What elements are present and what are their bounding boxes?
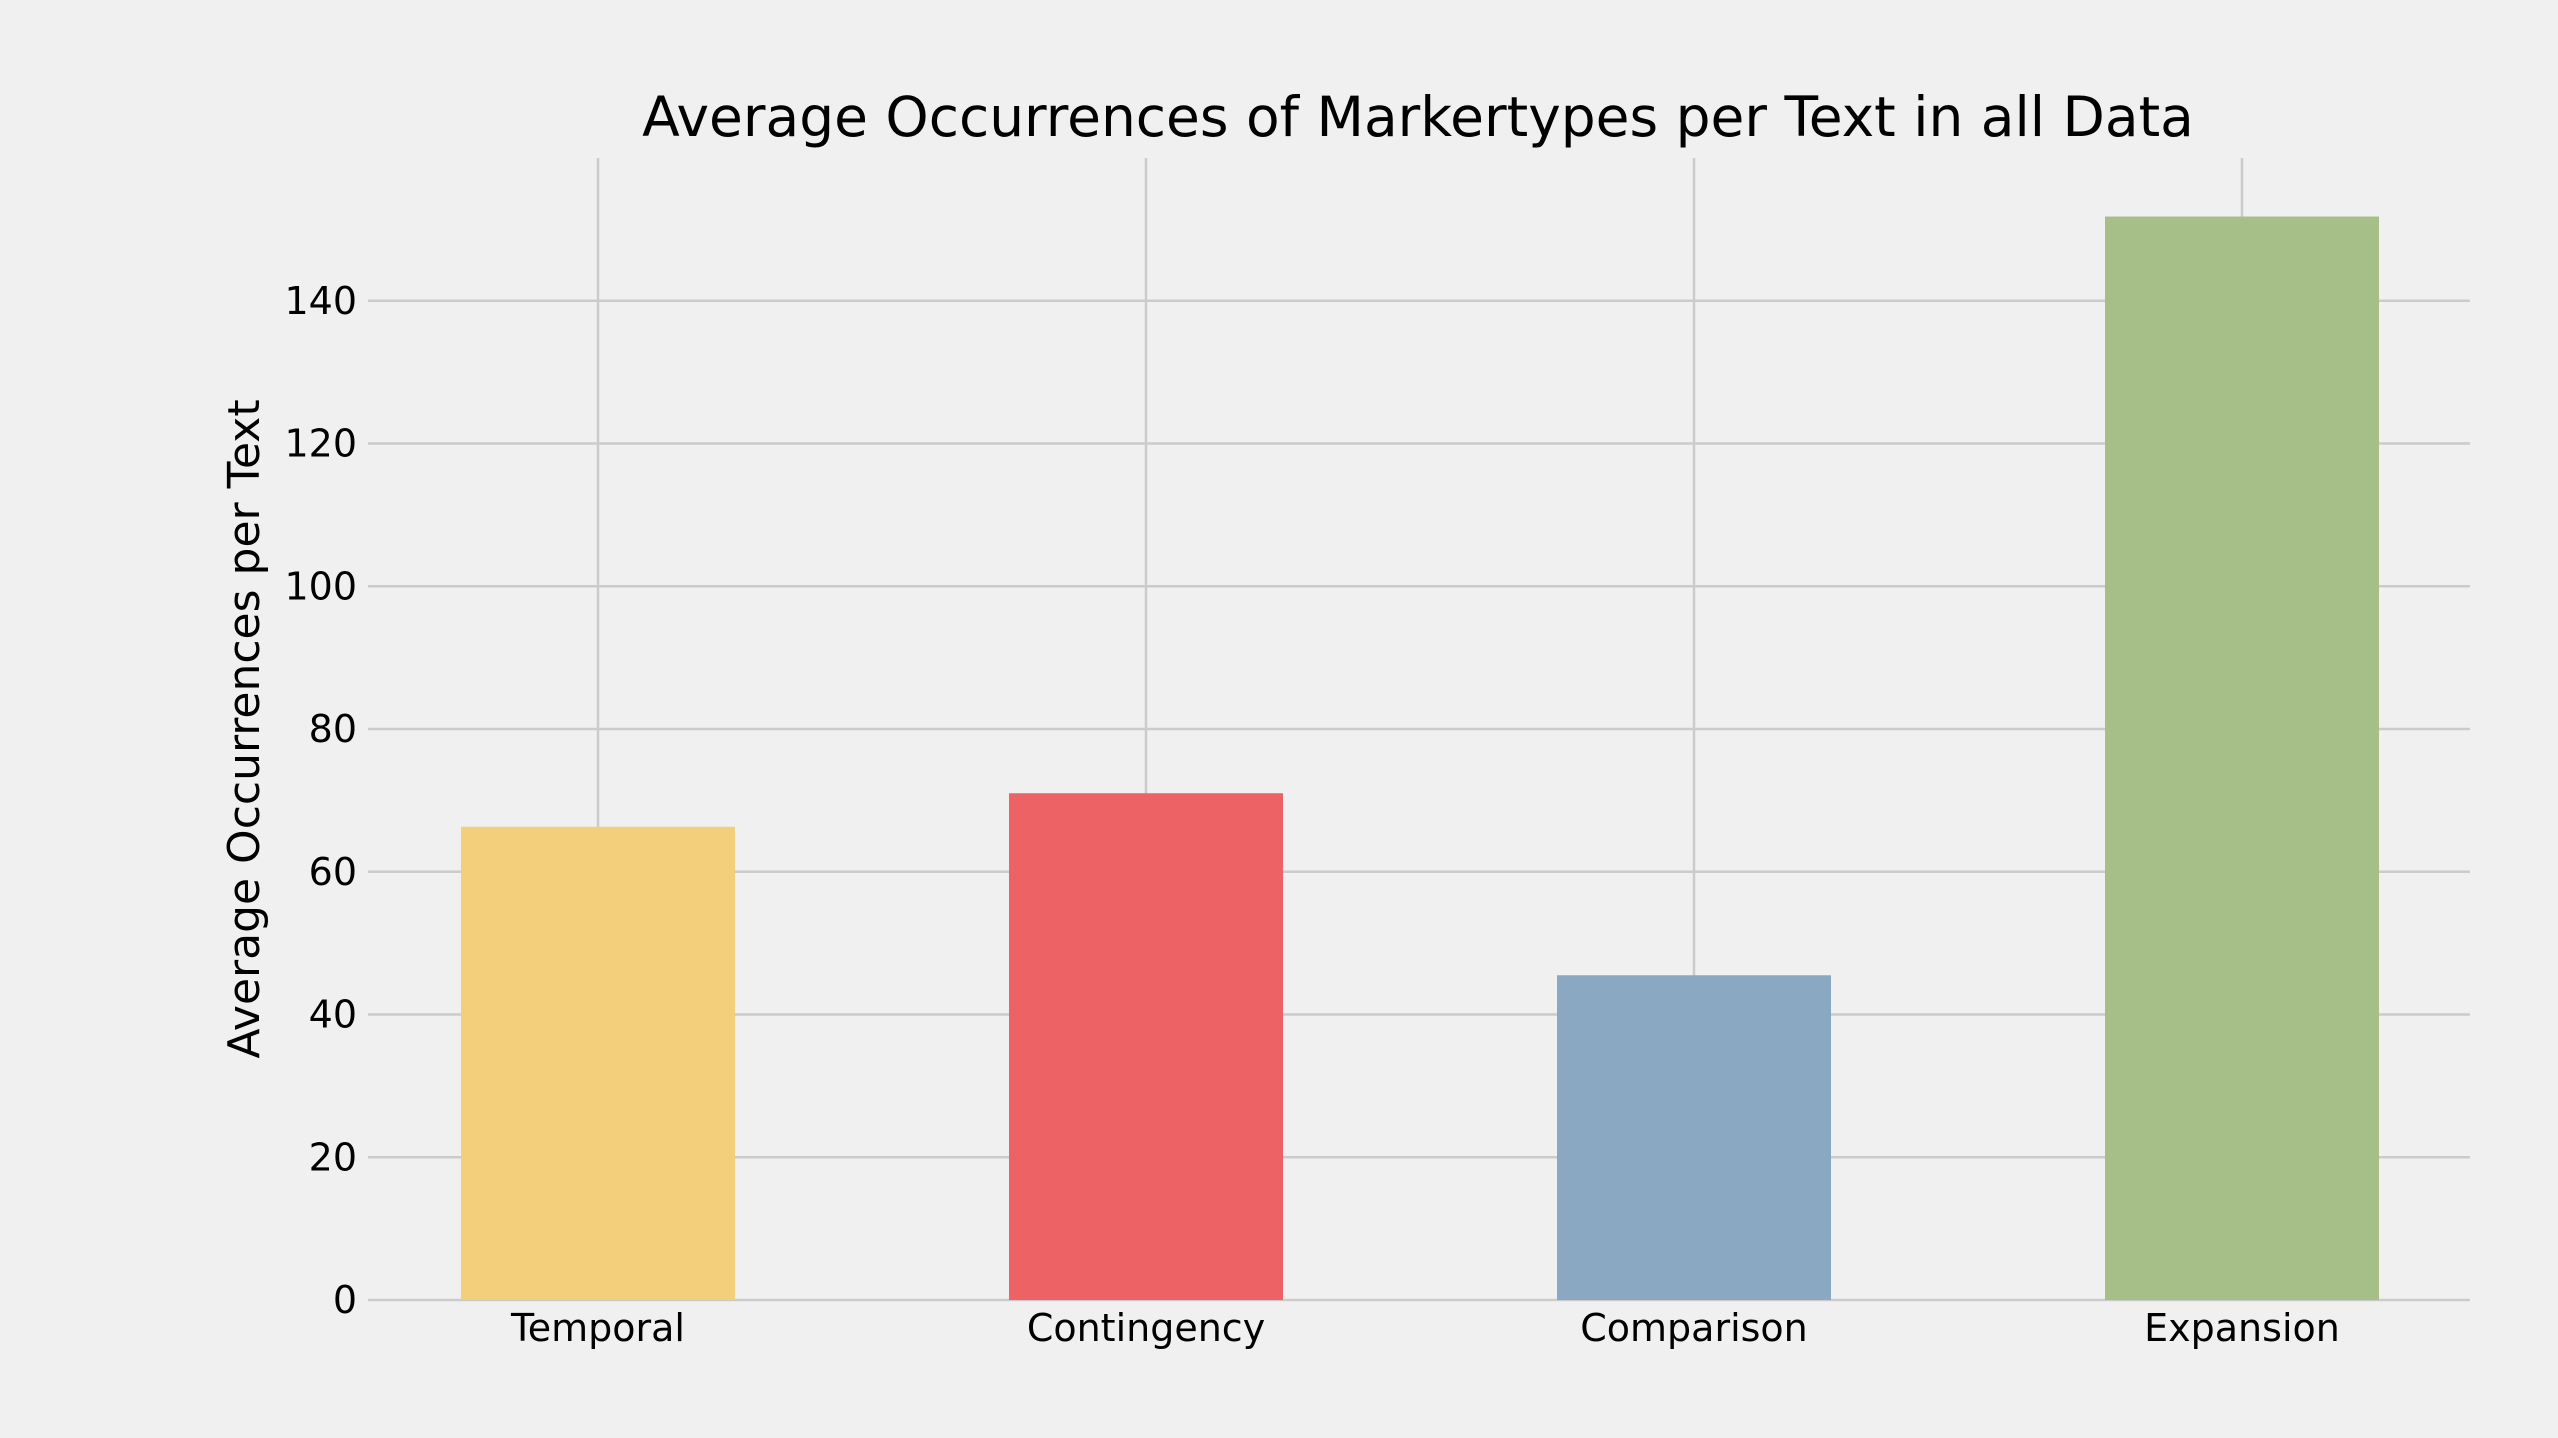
y-tick-label: 60 <box>309 850 357 894</box>
y-tick-label: 0 <box>333 1278 357 1322</box>
y-tick-label: 100 <box>284 564 357 608</box>
x-tick-label-temporal: Temporal <box>510 1306 685 1350</box>
bar-contingency <box>1009 793 1283 1300</box>
y-tick-label: 40 <box>309 993 357 1037</box>
y-tick-label: 140 <box>284 279 357 323</box>
y-tick-label: 120 <box>284 422 357 466</box>
bar-temporal <box>461 826 735 1300</box>
y-tick-labels: 0 20 40 60 80 100 120 140 <box>284 279 357 1322</box>
x-tick-label-contingency: Contingency <box>1027 1306 1265 1350</box>
bar-expansion <box>2105 216 2379 1301</box>
x-tick-label-comparison: Comparison <box>1580 1306 1808 1350</box>
chart-title: Average Occurrences of Markertypes per T… <box>642 85 2194 149</box>
x-tick-labels: Temporal Contingency Comparison Expansion <box>510 1306 2340 1350</box>
bar-comparison <box>1557 975 1831 1300</box>
y-tick-label: 20 <box>309 1135 357 1179</box>
bars <box>461 216 2379 1301</box>
y-tick-label: 80 <box>309 707 357 751</box>
x-tick-label-expansion: Expansion <box>2144 1306 2340 1350</box>
y-axis-label: Average Occurrences per Text <box>219 399 270 1058</box>
